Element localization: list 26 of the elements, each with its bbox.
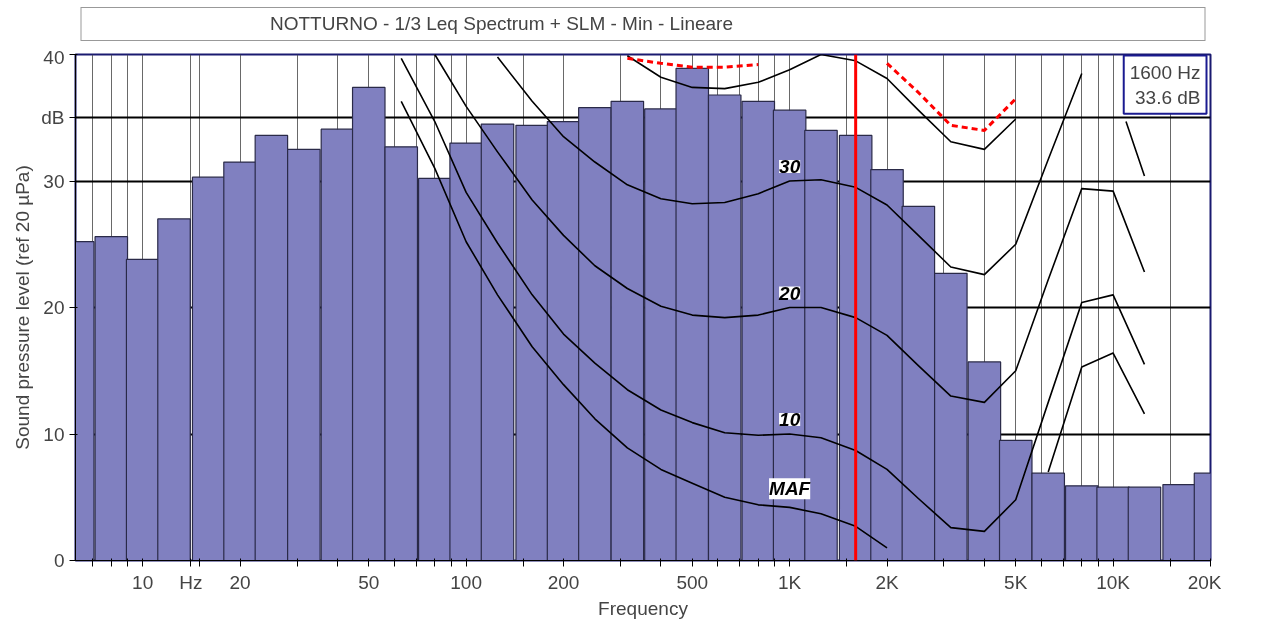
annotation: 1600 Hz 33.6 dB <box>1129 61 1201 108</box>
x-tick-label: 20K <box>1187 571 1222 593</box>
x-tick-label: 20 <box>229 571 251 593</box>
x-tick-label: Hz <box>179 571 203 593</box>
x-tick-label: 100 <box>450 571 482 593</box>
x-tick-label: 5K <box>1004 571 1028 593</box>
y-tick-label: 0 <box>53 550 65 571</box>
y-tick-label: dB <box>41 107 65 129</box>
x-axis-title: Frequency <box>598 597 689 619</box>
text: NOTTURNO - 1/3 Leq Spectrum + SLM - Min - Lineare <box>270 12 734 36</box>
series-label: 20 <box>778 282 801 304</box>
series-label: 10 <box>779 409 801 430</box>
y-tick-label: 30 <box>43 170 65 192</box>
x-tick-label: 10 <box>132 571 154 593</box>
x-tick-label: 500 <box>676 571 709 593</box>
series-label: 30 <box>779 156 801 177</box>
y-tick-label: 20 <box>43 297 65 318</box>
x-tick-label: 2K <box>875 571 899 593</box>
x-tick-label: 10K <box>1096 571 1131 593</box>
y-tick-label: 10 <box>43 423 65 445</box>
x-tick-label: 200 <box>547 571 580 593</box>
x-tick-label: 1K <box>778 571 802 593</box>
series-label: MAF <box>769 478 812 500</box>
y-tick-label: 40 <box>43 46 65 68</box>
y-axis-title: Sound pressure level (ref 20 µPa) <box>12 165 34 450</box>
x-tick-label: 50 <box>358 571 380 593</box>
